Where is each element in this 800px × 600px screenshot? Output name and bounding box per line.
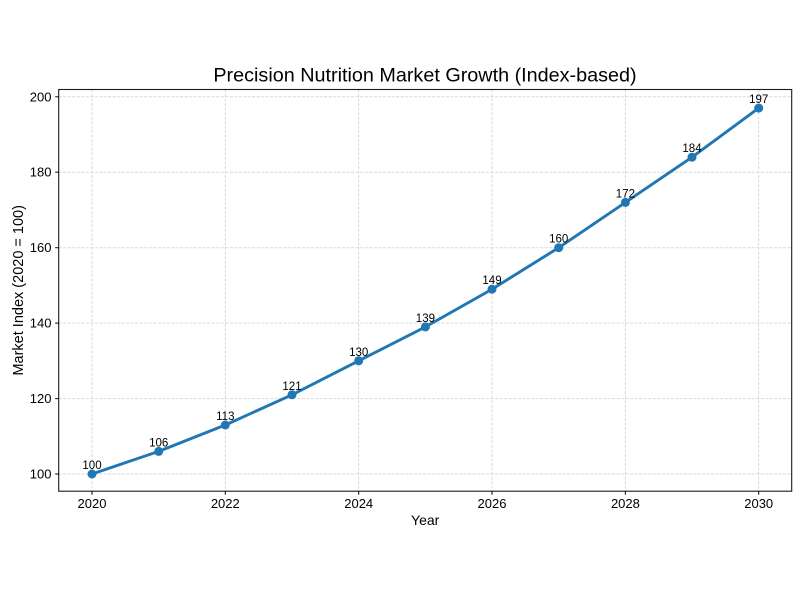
svg-text:149: 149 (482, 275, 501, 287)
svg-text:140: 140 (30, 316, 52, 331)
svg-text:Year: Year (411, 512, 440, 528)
svg-text:2028: 2028 (611, 496, 640, 511)
svg-text:100: 100 (30, 467, 52, 482)
svg-text:2026: 2026 (478, 496, 507, 511)
svg-text:2030: 2030 (744, 496, 773, 511)
svg-text:120: 120 (30, 391, 52, 406)
svg-text:197: 197 (749, 94, 768, 106)
svg-text:160: 160 (549, 234, 568, 246)
svg-text:2022: 2022 (211, 496, 240, 511)
svg-text:100: 100 (82, 460, 101, 472)
svg-text:121: 121 (282, 381, 301, 393)
svg-text:139: 139 (416, 313, 435, 325)
svg-text:200: 200 (30, 89, 52, 104)
svg-text:Precision Nutrition Market Gro: Precision Nutrition Market Growth (Index… (213, 65, 636, 87)
svg-text:180: 180 (30, 165, 52, 180)
svg-text:184: 184 (682, 143, 702, 155)
svg-text:Market Index (2020 = 100): Market Index (2020 = 100) (11, 205, 27, 375)
svg-text:106: 106 (149, 437, 168, 449)
svg-text:172: 172 (616, 188, 635, 200)
svg-text:130: 130 (349, 347, 368, 359)
svg-text:2024: 2024 (344, 496, 373, 511)
svg-text:2020: 2020 (78, 496, 107, 511)
svg-text:160: 160 (30, 240, 52, 255)
svg-text:113: 113 (216, 411, 234, 423)
